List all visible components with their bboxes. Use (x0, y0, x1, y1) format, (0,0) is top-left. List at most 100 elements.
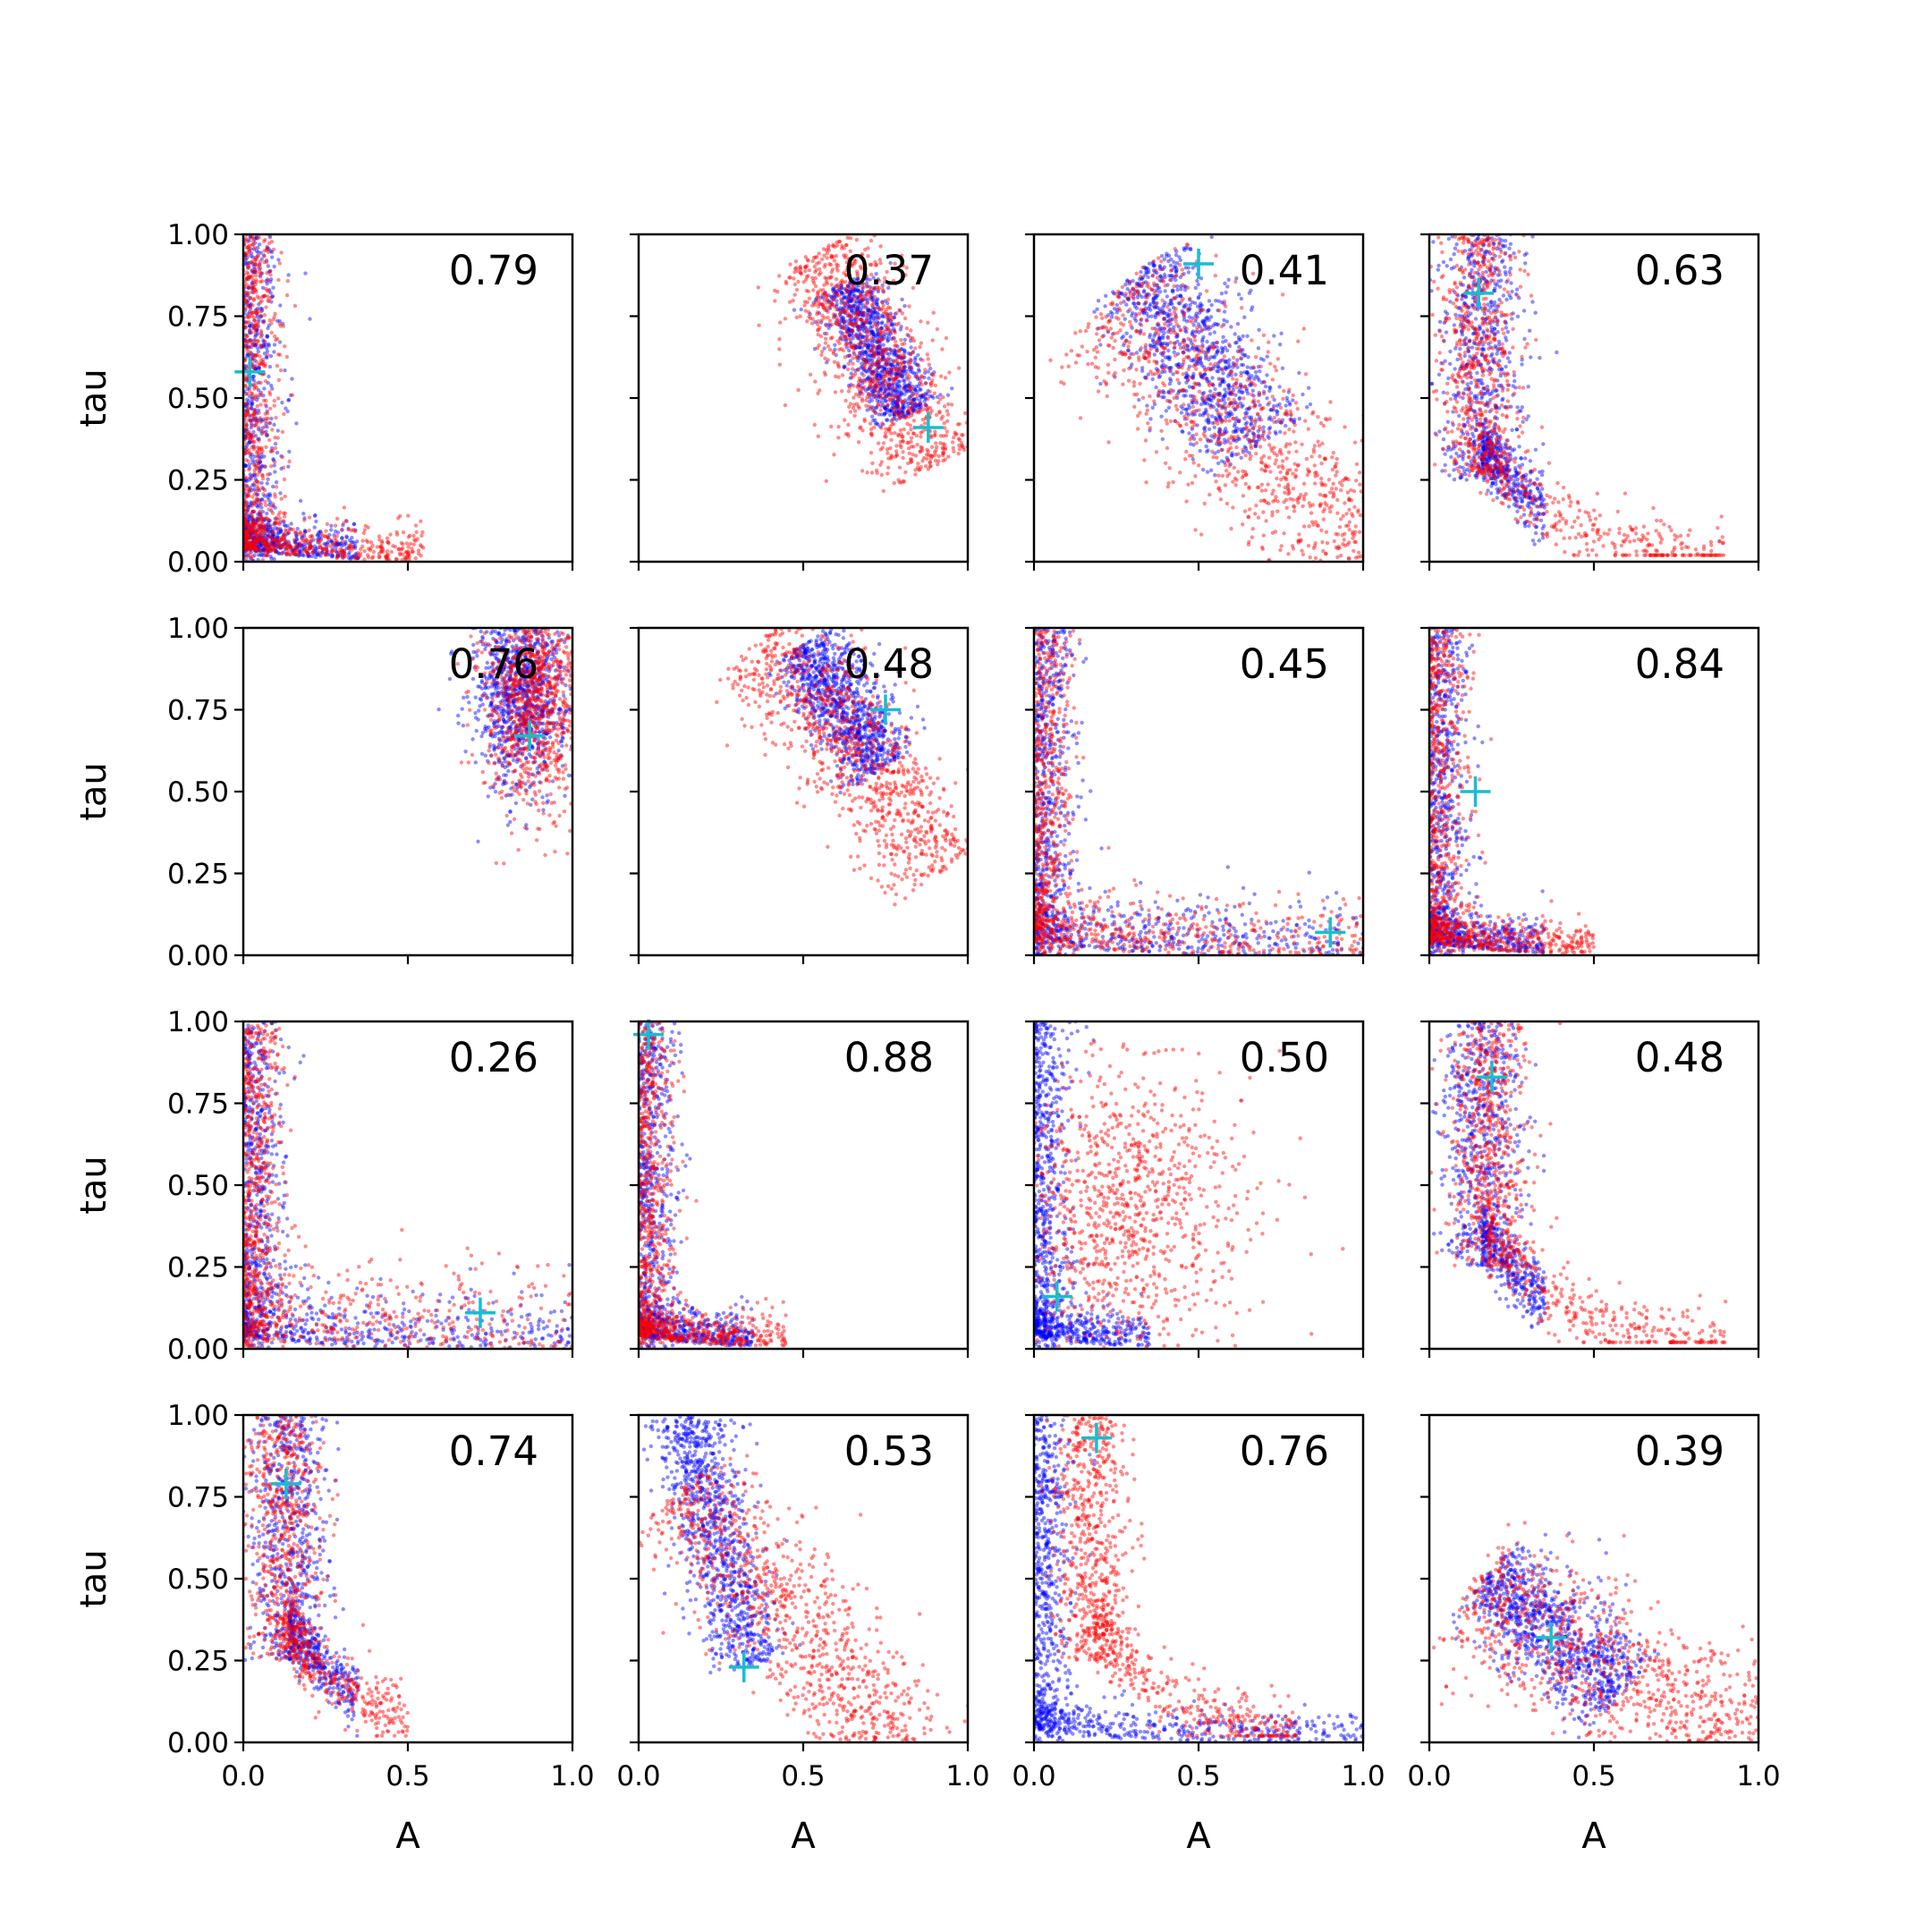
point-blue (250, 261, 255, 266)
point-blue (1203, 319, 1208, 324)
point-blue (1199, 276, 1204, 281)
point-red (848, 257, 852, 261)
point-blue (264, 522, 268, 527)
point-red (909, 457, 914, 462)
point-blue (1191, 434, 1195, 438)
point-blue (274, 548, 278, 554)
point-blue (888, 311, 893, 316)
point-red (280, 454, 284, 460)
point-blue (1196, 296, 1201, 301)
point-blue (257, 541, 262, 547)
point-red (923, 402, 928, 407)
point-blue (1184, 411, 1190, 416)
point-blue (318, 530, 323, 534)
point-red (385, 536, 390, 540)
point-blue (1139, 318, 1143, 322)
point-red (872, 295, 877, 300)
point-blue (1207, 418, 1211, 423)
point-blue (267, 497, 271, 502)
point-blue (251, 264, 257, 269)
point-red (874, 322, 878, 326)
point-red (254, 522, 258, 528)
point-red (933, 429, 937, 434)
point-red (253, 395, 258, 400)
point-blue (860, 357, 866, 362)
point-blue (1247, 291, 1252, 295)
point-red (775, 290, 780, 294)
point-blue (256, 250, 260, 255)
point-blue (892, 411, 896, 417)
point-red (317, 539, 322, 545)
point-blue (895, 344, 900, 349)
point-red (252, 386, 257, 391)
point-blue (872, 409, 877, 413)
point-blue (1175, 339, 1180, 343)
point-blue (906, 411, 911, 416)
point-blue (891, 398, 896, 402)
point-blue (1130, 362, 1134, 367)
point-red (824, 248, 829, 252)
point-red (868, 332, 872, 336)
point-blue (878, 352, 884, 357)
point-blue (1253, 442, 1258, 447)
point-red (883, 430, 888, 436)
point-blue (255, 254, 259, 258)
point-blue (847, 304, 852, 309)
point-blue (895, 403, 900, 409)
point-red (897, 308, 902, 312)
point-blue (1195, 423, 1199, 428)
point-blue (302, 516, 307, 521)
point-red (864, 398, 869, 402)
point-blue (1253, 444, 1258, 449)
point-blue (1151, 296, 1156, 301)
point-blue (316, 550, 320, 555)
point-red (916, 411, 921, 415)
point-blue (1269, 407, 1274, 412)
point-red (894, 369, 898, 374)
point-red (257, 546, 262, 551)
point-red (876, 377, 880, 382)
point-blue (255, 497, 259, 502)
point-blue (244, 538, 249, 543)
point-blue (260, 509, 266, 514)
point-blue (928, 394, 933, 399)
point-blue (1223, 393, 1227, 397)
point-blue (1216, 430, 1222, 435)
point-red (832, 453, 836, 457)
point-red (264, 545, 269, 549)
point-blue (298, 553, 302, 557)
point-red (860, 356, 865, 361)
point-blue (823, 290, 827, 295)
point-blue (312, 513, 318, 518)
point-red (860, 298, 864, 302)
point-red (836, 365, 842, 369)
point-red (798, 270, 803, 275)
point-blue (1228, 410, 1233, 414)
point-blue (283, 542, 287, 547)
point-red (863, 362, 868, 367)
point-red (957, 421, 962, 427)
point-blue (906, 383, 911, 387)
point-blue (1143, 295, 1148, 300)
point-blue (1111, 290, 1115, 294)
point-red (369, 540, 374, 545)
point-blue (1177, 255, 1182, 259)
point-red (892, 480, 896, 486)
point-red (244, 270, 250, 275)
point-blue (1157, 390, 1161, 395)
point-blue (243, 522, 249, 527)
point-blue (886, 317, 892, 321)
point-blue (265, 538, 269, 543)
point-blue (890, 323, 894, 327)
point-red (245, 535, 250, 539)
point-blue (259, 538, 265, 543)
point-blue (1162, 272, 1167, 277)
point-red (406, 513, 411, 518)
point-blue (882, 389, 886, 394)
point-blue (266, 477, 270, 481)
point-blue (1157, 335, 1162, 340)
point-red (928, 460, 933, 464)
point-blue (1139, 328, 1143, 333)
point-red (279, 536, 284, 540)
point-blue (909, 389, 913, 394)
